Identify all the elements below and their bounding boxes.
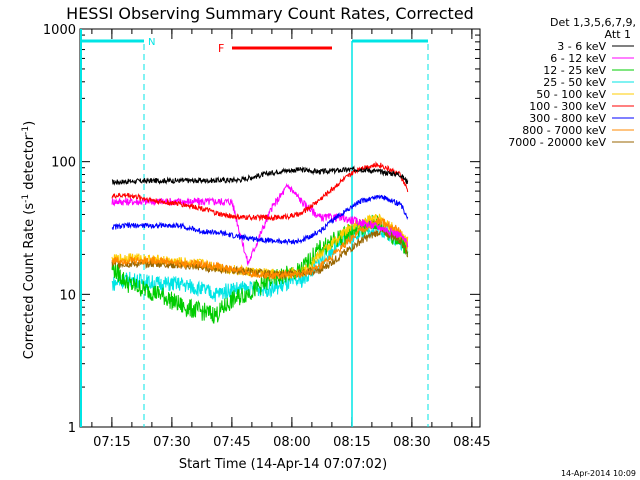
y-tick-label: 100 [51,156,76,171]
legend-label: 800 - 7000 keV [522,124,606,137]
y-tick-label: 10 [59,288,76,303]
series-group [111,160,409,324]
x-tick-label: 08:45 [453,435,490,450]
legend-label: 7000 - 20000 keV [508,136,606,149]
series-line [111,216,409,280]
legend-label: 100 - 300 keV [529,100,606,113]
legend-header-detectors: Det 1,3,5,6,7,9, [550,16,636,29]
x-axis: 07:15 07:30 07:45 08:00 08:15 08:30 08:45 [91,29,491,450]
legend-label: 25 - 50 keV [543,76,606,89]
f-flag-label: F [218,42,224,55]
series-line [111,228,409,280]
x-tick-label: 08:15 [333,435,370,450]
plot-frame [79,28,481,428]
x-tick-label: 08:30 [393,435,430,450]
chart-title: HESSI Observing Summary Count Rates, Cor… [66,4,474,23]
legend-label: 6 - 12 keV [550,52,606,65]
timestamp: 14-Apr-2014 10:09 [561,469,636,478]
x-tick-label: 07:15 [93,435,130,450]
y-axis: 1 10 100 1000 [43,23,480,436]
series-line [111,214,409,324]
x-tick-label: 08:00 [273,435,310,450]
y-tick-label: 1 [68,421,76,436]
series-line [111,194,409,246]
y-tick-label: 1000 [43,23,76,38]
x-axis-label: Start Time (14-Apr-14 07:07:02) [179,457,387,472]
legend-label: 50 - 100 keV [536,88,606,101]
n-flag-label: N [148,37,155,48]
series-line [111,182,409,267]
legend-label: 300 - 800 keV [529,112,606,125]
series-line [111,165,409,186]
legend-label: 12 - 25 keV [543,64,606,77]
y-axis-label: Corrected Count Rate (s-1 detector-1) [21,121,37,359]
legend-label: 3 - 6 keV [557,40,606,53]
x-tick-label: 07:30 [153,435,190,450]
x-tick-label: 07:45 [213,435,250,450]
legend-header-attenuator: Att 1 [605,28,631,41]
